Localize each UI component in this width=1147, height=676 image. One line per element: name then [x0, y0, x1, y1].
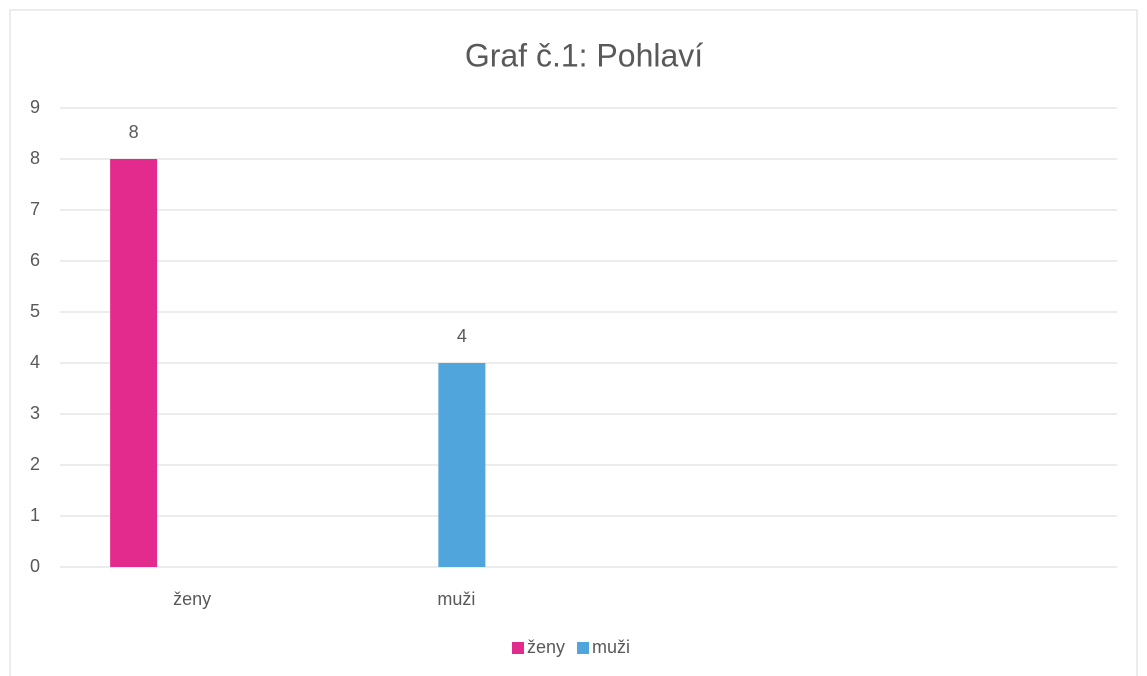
legend-label: ženy: [527, 637, 565, 657]
y-tick-label: 5: [30, 301, 40, 321]
y-tick-label: 7: [30, 199, 40, 219]
y-tick-label: 6: [30, 250, 40, 270]
legend-swatch: [512, 642, 524, 654]
y-tick-label: 2: [30, 454, 40, 474]
data-label: 4: [457, 326, 467, 346]
y-tick-label: 3: [30, 403, 40, 423]
chart-frame: [9, 9, 1138, 676]
y-tick-label: 4: [30, 352, 40, 372]
data-label: 8: [129, 122, 139, 142]
y-tick-label: 1: [30, 505, 40, 525]
chart-title: Graf č.1: Pohlaví: [465, 37, 703, 73]
legend-label: muži: [592, 637, 630, 657]
x-tick-label: muži: [437, 589, 475, 609]
y-tick-label: 8: [30, 148, 40, 168]
x-tick-label: ženy: [173, 589, 211, 609]
y-tick-label: 9: [30, 97, 40, 117]
legend-swatch: [577, 642, 590, 654]
y-tick-label: 0: [30, 556, 40, 576]
bar: [438, 363, 486, 567]
bar: [110, 159, 158, 567]
